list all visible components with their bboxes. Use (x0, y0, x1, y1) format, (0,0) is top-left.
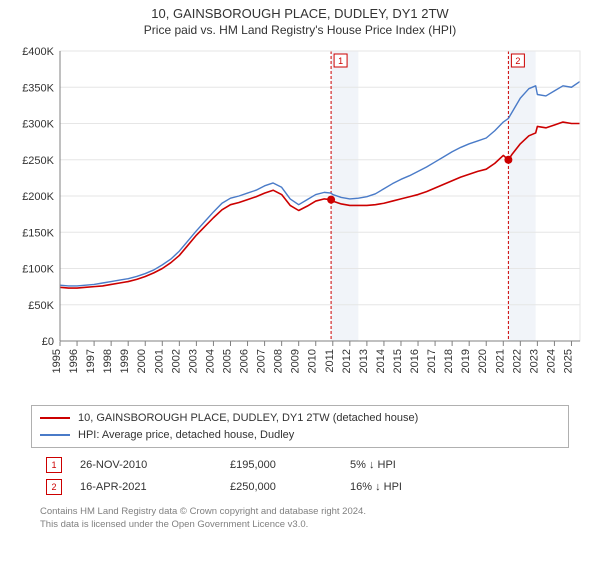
svg-text:2018: 2018 (443, 349, 455, 373)
legend-swatch (40, 417, 70, 419)
svg-text:1995: 1995 (51, 349, 63, 373)
svg-text:2: 2 (515, 56, 520, 66)
chart-title: 10, GAINSBOROUGH PLACE, DUDLEY, DY1 2TW (0, 6, 600, 21)
svg-text:2011: 2011 (324, 349, 336, 373)
sale-date: 26-NOV-2010 (80, 459, 230, 471)
sale-date: 16-APR-2021 (80, 481, 230, 493)
sale-diff: 5% ↓ HPI (350, 459, 490, 471)
svg-text:2006: 2006 (239, 349, 251, 373)
svg-text:2001: 2001 (153, 349, 165, 373)
svg-text:2021: 2021 (494, 349, 506, 373)
sale-price: £250,000 (230, 481, 350, 493)
svg-text:2020: 2020 (477, 349, 489, 373)
svg-text:2013: 2013 (358, 349, 370, 373)
svg-text:£250K: £250K (22, 155, 54, 167)
svg-text:2004: 2004 (204, 349, 216, 373)
svg-text:2025: 2025 (562, 349, 574, 373)
svg-text:2012: 2012 (341, 349, 353, 373)
svg-text:£200K: £200K (22, 191, 54, 203)
svg-text:1996: 1996 (68, 349, 80, 373)
svg-text:2016: 2016 (409, 349, 421, 373)
svg-text:2000: 2000 (136, 349, 148, 373)
sales-table: 1 26-NOV-2010 £195,000 5% ↓ HPI 2 16-APR… (40, 454, 560, 498)
svg-text:1997: 1997 (85, 349, 97, 373)
svg-text:2014: 2014 (375, 349, 387, 373)
svg-text:£0: £0 (42, 336, 54, 348)
svg-text:2005: 2005 (221, 349, 233, 373)
svg-text:£100K: £100K (22, 264, 54, 276)
svg-text:£150K: £150K (22, 227, 54, 239)
svg-text:2023: 2023 (528, 349, 540, 373)
price-chart: £0 £50K £100K £150K £200K £250K £300K £350K £400… (10, 41, 590, 401)
svg-text:2002: 2002 (170, 349, 182, 373)
footer-line: This data is licensed under the Open Gov… (40, 519, 560, 532)
svg-text:£350K: £350K (22, 82, 54, 94)
sale-marker-icon: 2 (46, 479, 62, 495)
svg-text:2003: 2003 (187, 349, 199, 373)
svg-text:2015: 2015 (392, 349, 404, 373)
svg-text:1: 1 (338, 56, 343, 66)
footer-line: Contains HM Land Registry data © Crown c… (40, 506, 560, 519)
sale-price: £195,000 (230, 459, 350, 471)
sale-marker-icon: 1 (46, 457, 62, 473)
svg-text:2017: 2017 (426, 349, 438, 373)
chart-subtitle: Price paid vs. HM Land Registry's House … (0, 23, 600, 37)
svg-text:£300K: £300K (22, 119, 54, 131)
svg-text:2019: 2019 (460, 349, 472, 373)
legend-item-property: 10, GAINSBOROUGH PLACE, DUDLEY, DY1 2TW … (40, 410, 560, 427)
attribution-footer: Contains HM Land Registry data © Crown c… (40, 506, 560, 532)
svg-text:£400K: £400K (22, 46, 54, 58)
svg-text:1998: 1998 (102, 349, 114, 373)
svg-text:2022: 2022 (511, 349, 523, 373)
legend-swatch (40, 434, 70, 436)
svg-text:2009: 2009 (290, 349, 302, 373)
legend: 10, GAINSBOROUGH PLACE, DUDLEY, DY1 2TW … (31, 405, 569, 448)
svg-text:2010: 2010 (307, 349, 319, 373)
svg-text:2024: 2024 (545, 349, 557, 373)
sale-row: 1 26-NOV-2010 £195,000 5% ↓ HPI (40, 454, 560, 476)
sale-diff: 16% ↓ HPI (350, 481, 490, 493)
legend-item-hpi: HPI: Average price, detached house, Dudl… (40, 427, 560, 444)
svg-text:2007: 2007 (256, 349, 268, 373)
svg-text:2008: 2008 (273, 349, 285, 373)
sale-row: 2 16-APR-2021 £250,000 16% ↓ HPI (40, 476, 560, 498)
legend-label: HPI: Average price, detached house, Dudl… (78, 427, 294, 444)
svg-text:£50K: £50K (28, 300, 54, 312)
legend-label: 10, GAINSBOROUGH PLACE, DUDLEY, DY1 2TW … (78, 410, 418, 427)
svg-text:1999: 1999 (119, 349, 131, 373)
